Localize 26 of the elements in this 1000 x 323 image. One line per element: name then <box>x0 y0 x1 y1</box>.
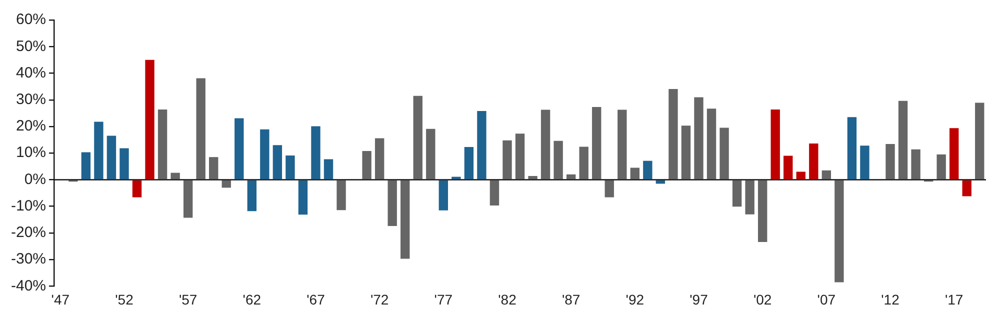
y-tick-label: 40% <box>16 64 46 82</box>
y-tick-label: -20% <box>10 224 46 242</box>
y-tick-label: 0% <box>24 170 46 188</box>
y-tick-label: -10% <box>10 197 46 214</box>
x-tick-label: '77 <box>434 291 453 308</box>
x-tick-label: '52 <box>115 291 134 308</box>
x-tick-label: '62 <box>242 291 262 308</box>
y-tick-label: -30% <box>10 250 46 268</box>
x-tick-label: '57 <box>178 291 198 308</box>
x-tick-label: '87 <box>562 291 580 308</box>
y-tick-label: 50% <box>16 38 46 55</box>
x-tick-label: '72 <box>370 291 389 308</box>
x-tick-label: '12 <box>881 291 900 308</box>
x-tick-label: '07 <box>817 291 836 308</box>
y-tick-label: 60% <box>16 11 46 28</box>
y-tick-label: 30% <box>16 91 46 108</box>
x-tick-label: '92 <box>626 291 644 308</box>
y-tick-label: 20% <box>16 118 46 135</box>
x-tick-label: '67 <box>306 291 326 308</box>
y-tick-label: -40% <box>10 277 46 294</box>
x-tick-label: '82 <box>498 291 517 308</box>
x-tick-label: '02 <box>753 291 772 308</box>
y-tick-label: 10% <box>16 144 46 162</box>
x-tick-label: '47 <box>51 291 70 308</box>
x-tick-label: '97 <box>690 291 708 308</box>
x-tick-label: '17 <box>944 291 964 308</box>
